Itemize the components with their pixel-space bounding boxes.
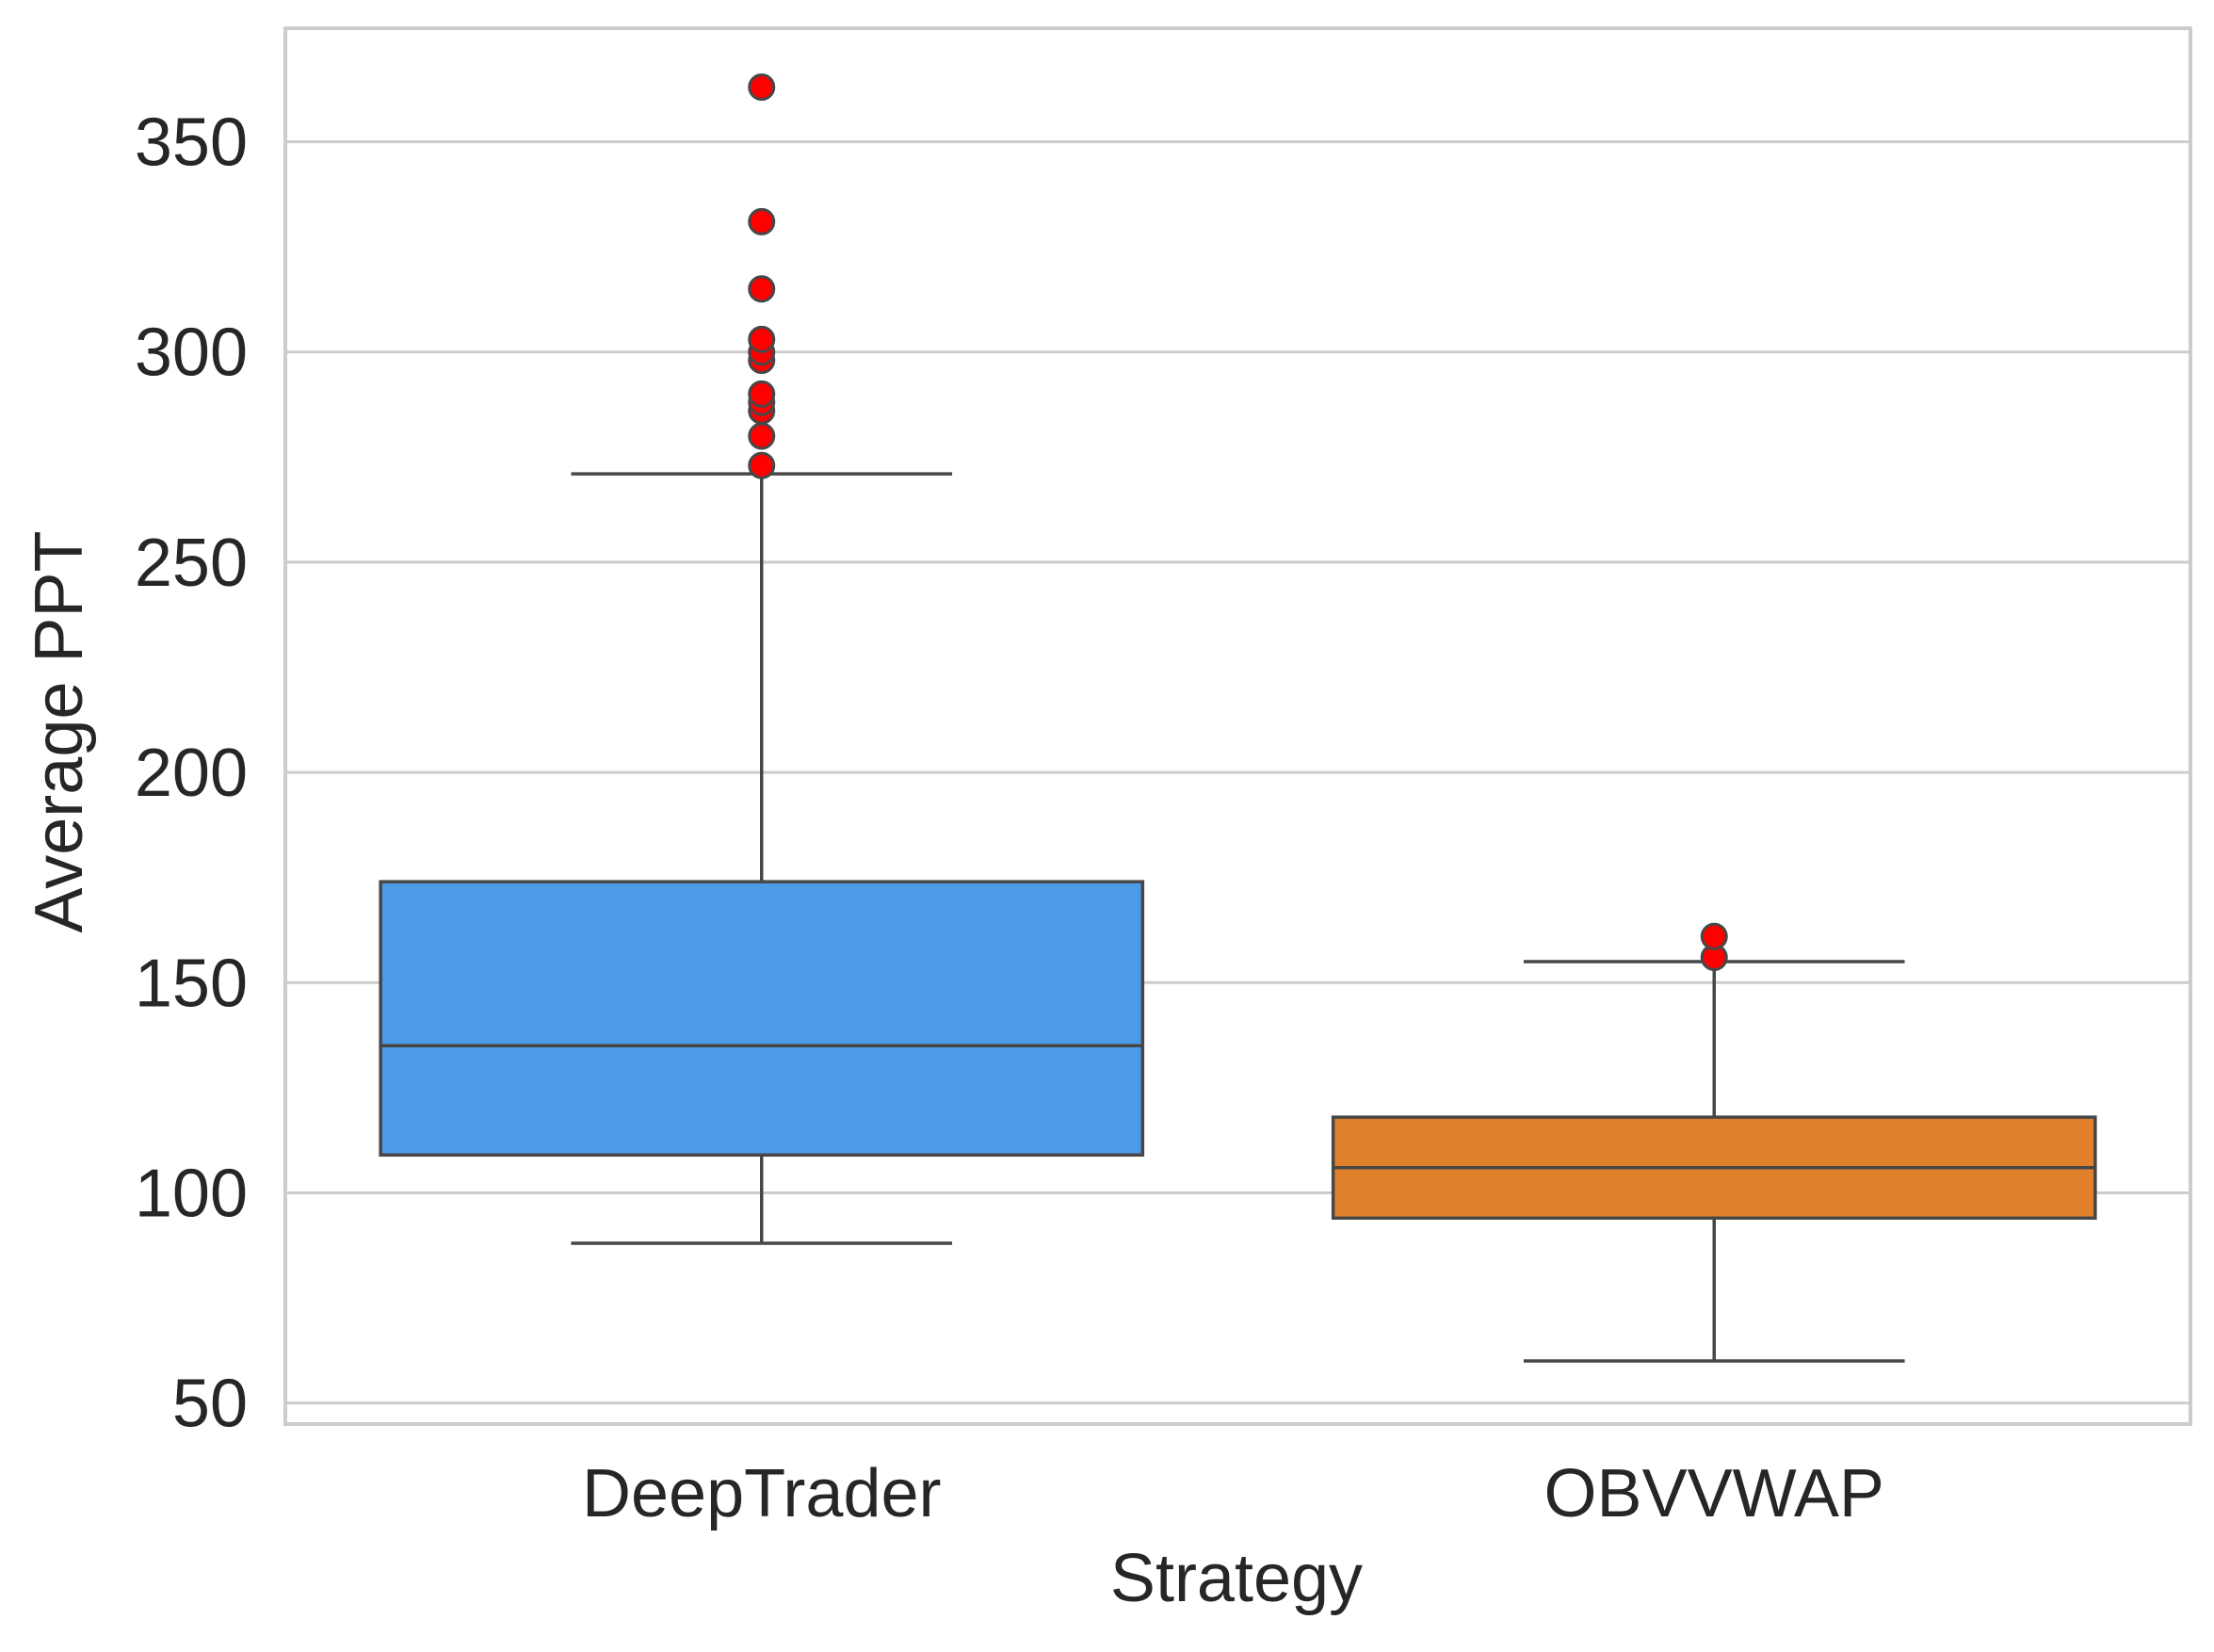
y-axis-label: Average PPT [22, 531, 97, 933]
box-obvvwap [1331, 922, 2097, 1363]
outlier-point [748, 73, 776, 101]
y-tick-label: 50 [172, 1367, 248, 1442]
y-tick-label: 100 [135, 1156, 248, 1231]
x-tick-label: DeepTrader [582, 1456, 942, 1531]
outlier-point [748, 422, 776, 450]
x-axis-label: Strategy [1110, 1541, 1363, 1616]
outlier-point [748, 325, 776, 353]
outlier-point [748, 275, 776, 303]
outlier-point [1700, 922, 1728, 950]
y-tick-label: 150 [135, 946, 248, 1021]
y-tick-label: 350 [135, 105, 248, 181]
y-tick-label: 300 [135, 316, 248, 391]
axes-frame [283, 26, 2192, 1426]
outlier-point [748, 207, 776, 235]
y-tick-label: 200 [135, 736, 248, 811]
y-tick-label: 250 [135, 526, 248, 601]
tick-labels: 50 100 150 200 250 300 350 DeepTrader OBVVWAP [135, 105, 1884, 1531]
box-deeptrader [379, 73, 1145, 1245]
outlier-point [748, 380, 776, 408]
outlier-point [748, 451, 776, 479]
box-iqr [379, 880, 1145, 1158]
plot-frame [283, 26, 2192, 1426]
boxes [379, 73, 2097, 1363]
x-tick-label: OBVVWAP [1544, 1456, 1884, 1531]
